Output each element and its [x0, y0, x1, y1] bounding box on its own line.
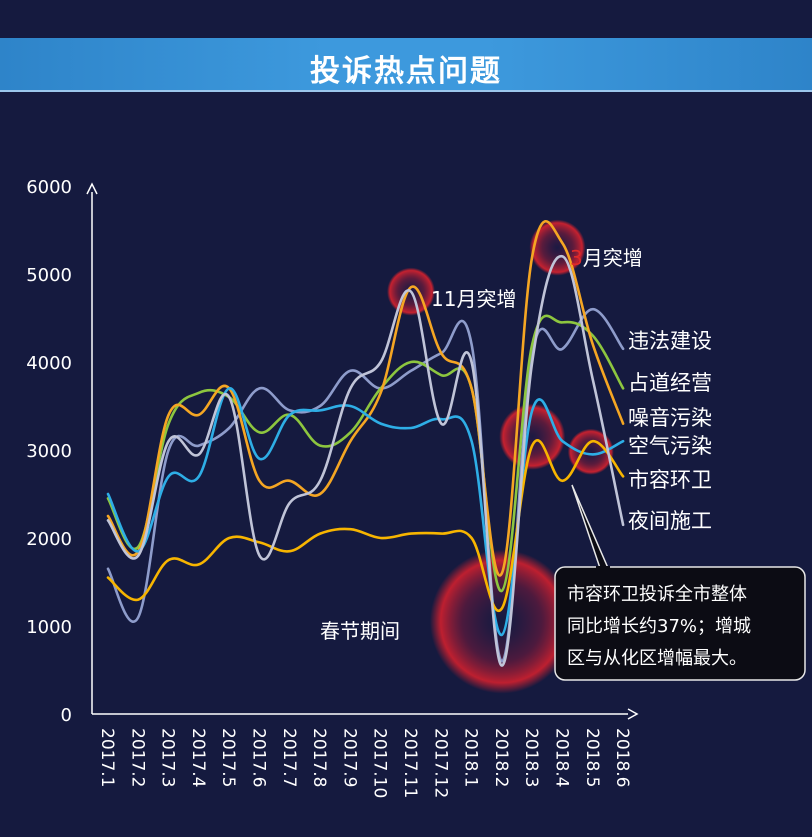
title-banner: 投诉热点问题	[0, 38, 812, 92]
y-tick-label: 5000	[26, 265, 72, 286]
x-tick-label: 2018.1	[461, 728, 481, 787]
series-line-4	[106, 387, 625, 637]
callout-pointer	[571, 484, 610, 569]
series-label: 市容环卫	[628, 468, 712, 492]
callout-text-line: 区与从化区增幅最大。	[567, 648, 747, 669]
x-tick-label: 2018.3	[521, 728, 541, 787]
y-axis-arrow	[86, 182, 98, 195]
series-label: 占道经营	[628, 371, 712, 395]
y-tick-label: 6000	[26, 177, 72, 198]
march-spike-digit: 3	[570, 246, 583, 270]
march-spike-label: 3月突增	[570, 246, 643, 270]
series-label: 噪音污染	[628, 406, 712, 430]
spring-festival-highlight	[429, 549, 574, 694]
x-tick-label: 2017.9	[339, 728, 359, 787]
y-tick-label: 0	[61, 705, 72, 726]
x-tick-label: 2017.10	[370, 728, 390, 798]
series-line-1	[106, 307, 625, 663]
callout-text-line: 同比增长约37%；增城	[567, 616, 751, 637]
may-hygiene-highlight	[567, 428, 614, 475]
x-tick-label: 2018.6	[612, 728, 632, 787]
x-axis-arrow	[627, 708, 639, 720]
series-line-6	[106, 255, 625, 667]
x-tick-label: 2017.3	[158, 728, 178, 787]
callout-box	[554, 566, 806, 681]
x-tick-label: 2017.1	[97, 728, 117, 787]
x-tick-label: 2017.7	[279, 728, 299, 787]
y-tick-label: 2000	[26, 529, 72, 550]
series-line-5	[106, 439, 625, 613]
page-title: 投诉热点问题	[310, 54, 502, 89]
y-tick-label: 3000	[26, 441, 72, 462]
series-label: 违法建设	[628, 329, 712, 353]
x-tick-label: 2017.11	[400, 728, 420, 798]
y-tick-label: 4000	[26, 353, 72, 374]
series-label: 夜间施工	[628, 509, 712, 533]
x-tick-label: 2017.2	[127, 728, 147, 787]
x-tick-label: 2017.12	[430, 728, 450, 798]
spring-festival-label: 春节期间	[320, 619, 400, 643]
series-label: 空气污染	[628, 434, 712, 458]
x-tick-label: 2018.2	[491, 728, 511, 787]
x-tick-label: 2017.8	[309, 728, 329, 787]
callout-joint	[596, 566, 610, 569]
x-tick-label: 2018.4	[552, 728, 572, 787]
x-tick-label: 2017.4	[188, 728, 208, 787]
november-spike-label: 11月突增	[431, 287, 516, 311]
y-tick-label: 1000	[26, 617, 72, 638]
callout-text-line: 市容环卫投诉全市整体	[567, 584, 747, 605]
x-tick-label: 2017.5	[218, 728, 238, 787]
series-line-3	[106, 219, 625, 577]
x-tick-label: 2018.5	[582, 728, 602, 787]
march-spike-rest: 月突增	[583, 246, 643, 270]
x-tick-label: 2017.6	[249, 728, 269, 787]
